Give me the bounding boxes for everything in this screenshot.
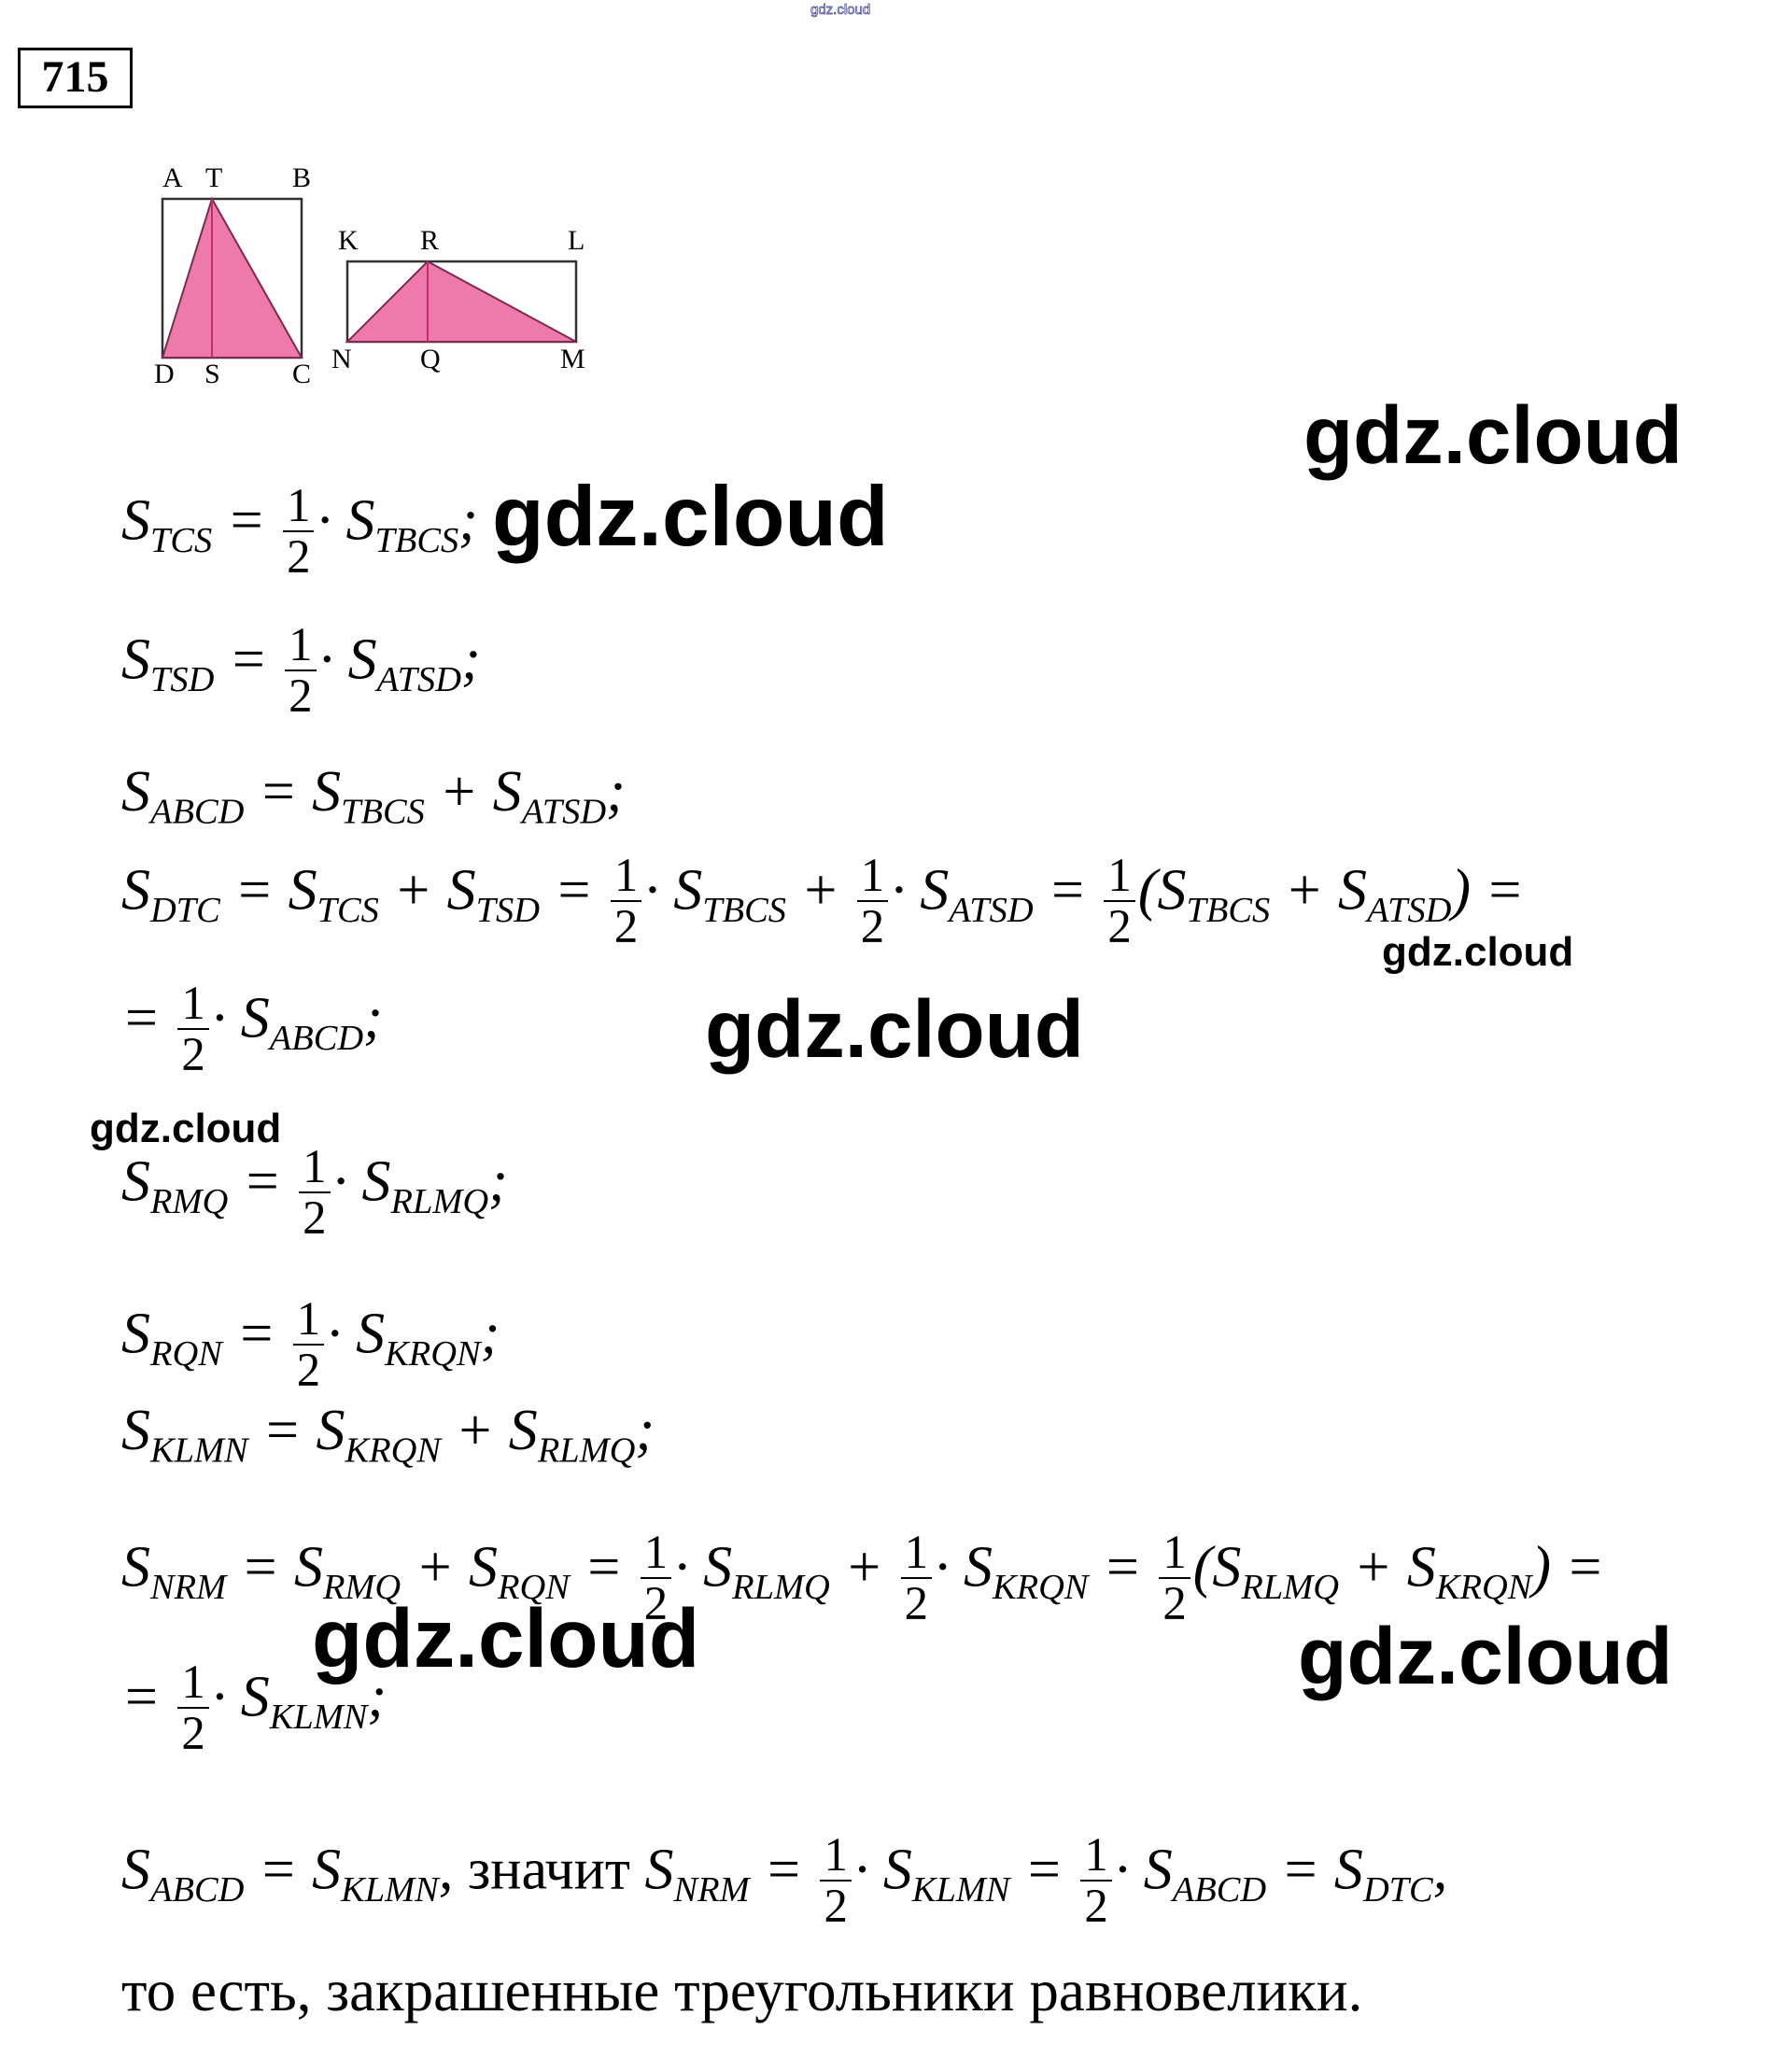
svg-text:R: R [420,225,439,256]
svg-text:M: M [560,344,585,374]
svg-text:A: A [162,162,183,193]
svg-text:Q: Q [420,344,441,374]
svg-text:C: C [292,359,311,389]
svg-text:S: S [204,359,220,389]
svg-text:D: D [154,359,175,389]
svg-text:L: L [568,225,585,256]
svg-text:K: K [338,225,359,256]
svg-text:B: B [292,162,311,193]
svg-text:T: T [205,162,222,193]
svg-text:N: N [331,344,352,374]
